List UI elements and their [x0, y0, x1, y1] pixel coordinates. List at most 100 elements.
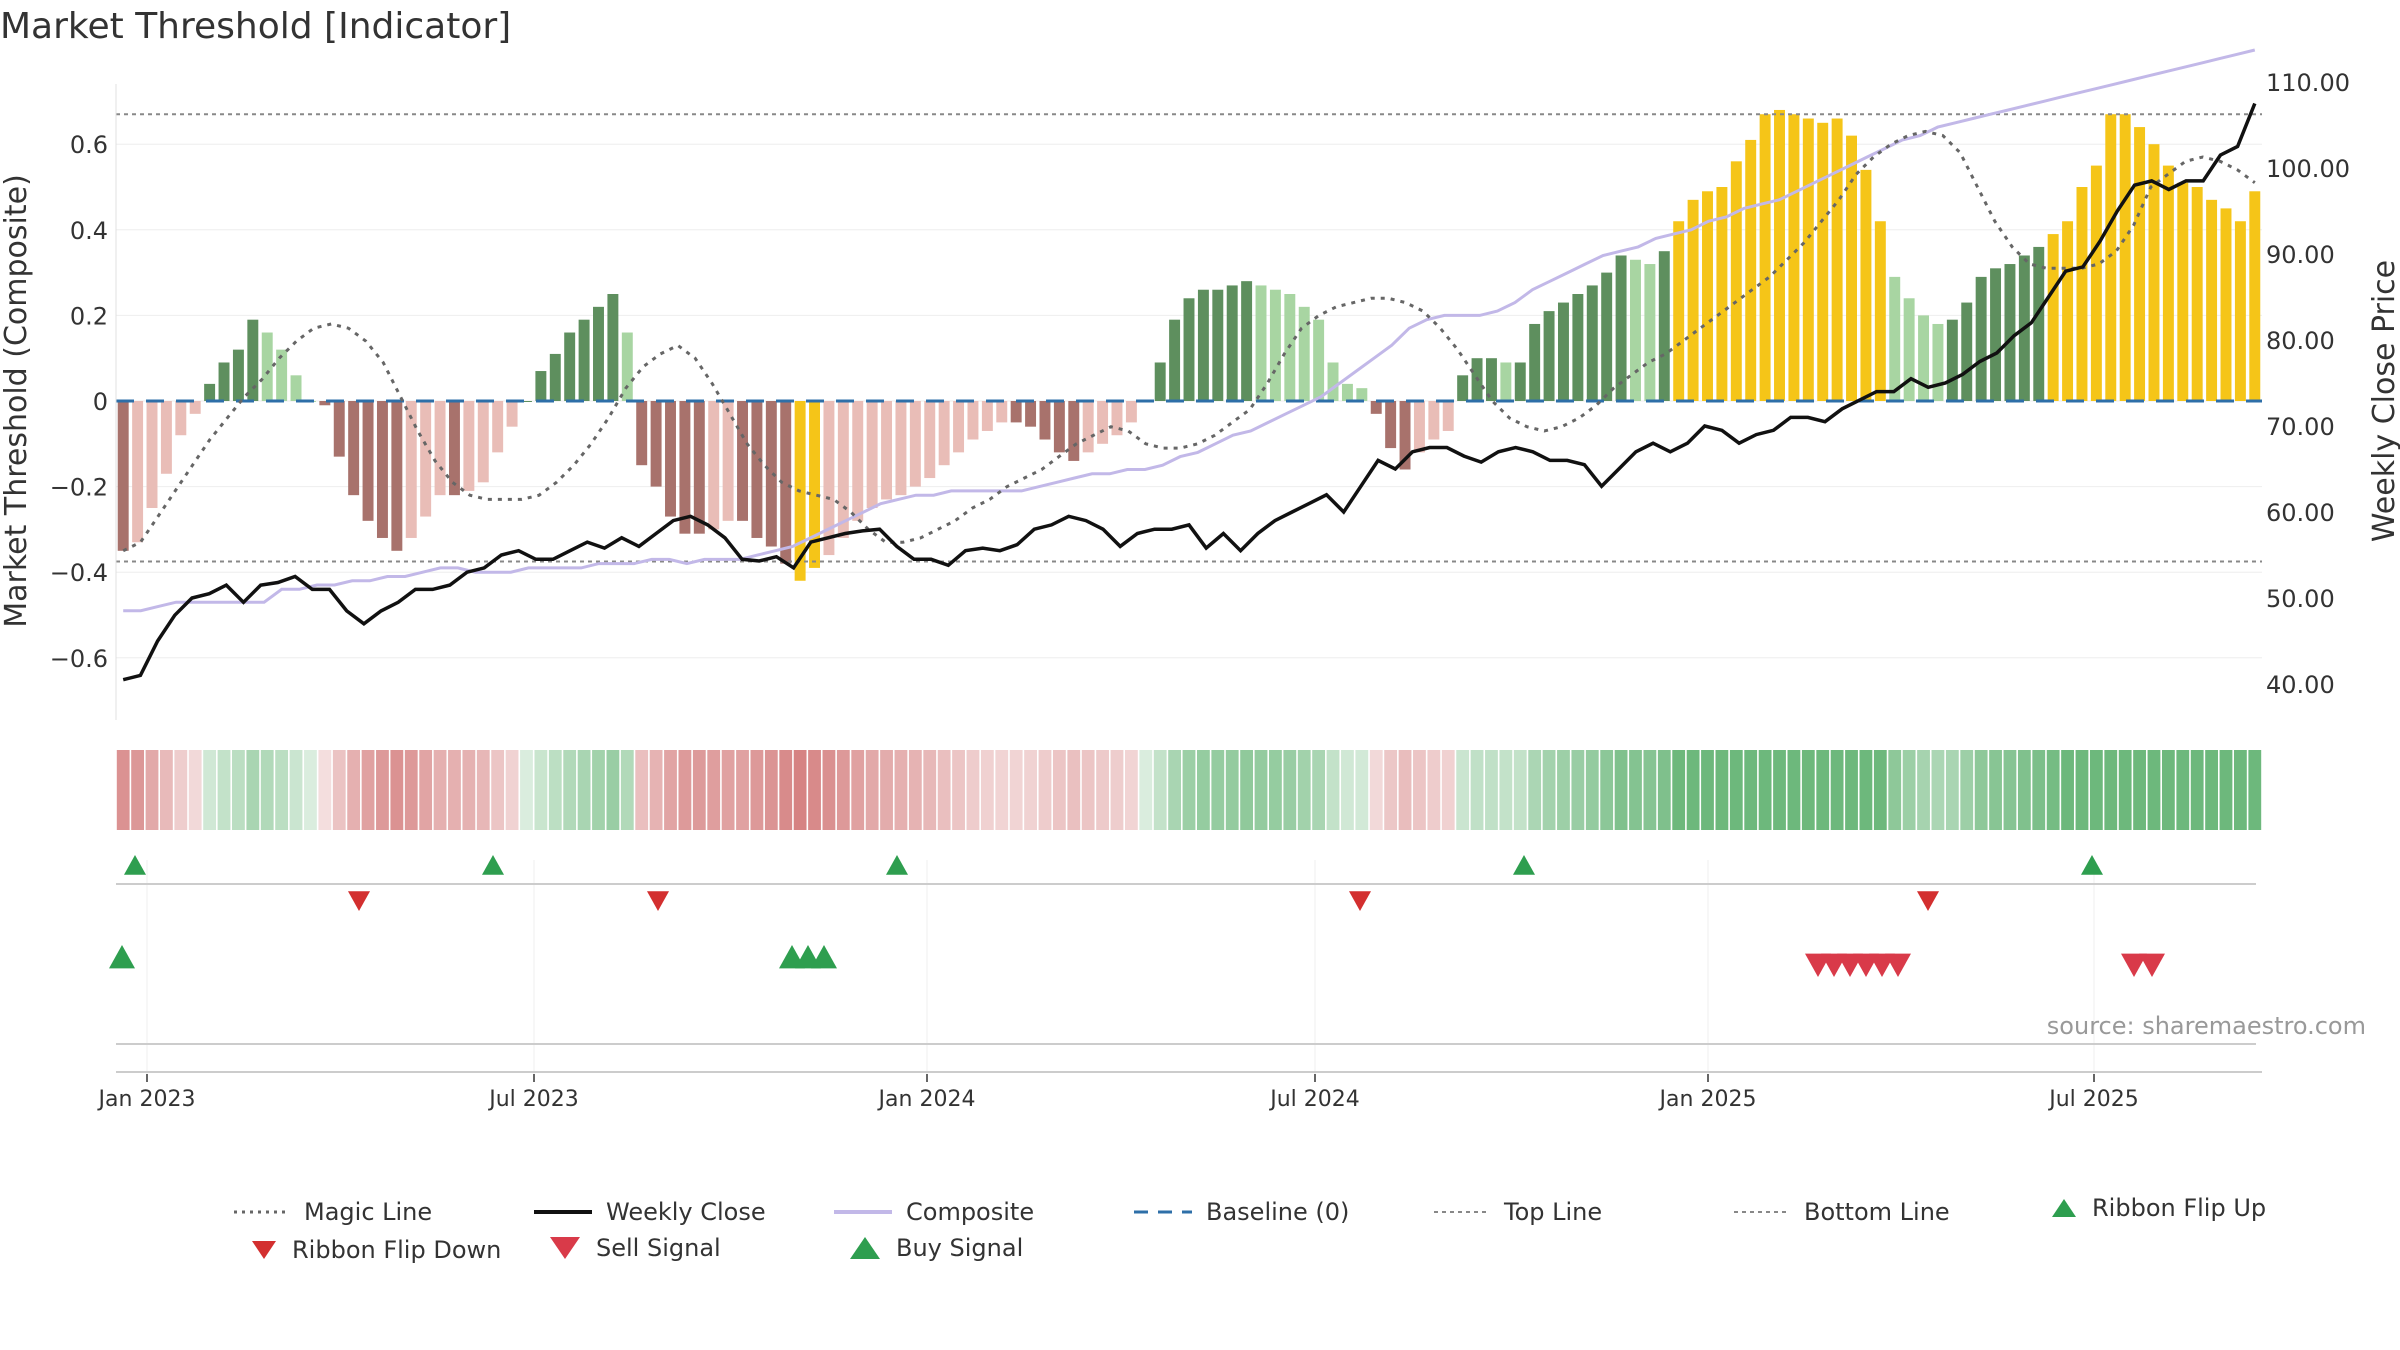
composite-bar	[1932, 323, 1944, 401]
triangle-up-icon	[850, 1237, 880, 1259]
ribbon-cell	[1240, 750, 1254, 830]
composite-bar	[2148, 144, 2160, 401]
weekly-close-line	[122, 102, 2257, 682]
ribbon-cell	[476, 750, 490, 830]
ribbon-cell	[1168, 750, 1181, 830]
composite-bar	[1572, 294, 1584, 401]
dashed-line-icon	[1134, 1210, 1192, 1214]
ribbon-cell	[1945, 750, 1959, 830]
ribbon-cell	[1269, 750, 1282, 830]
composite-bar	[1313, 319, 1325, 401]
ribbon-cell	[1657, 750, 1671, 830]
ribbon-cell	[779, 750, 793, 830]
ribbon-cell	[1701, 750, 1714, 830]
ribbon-cell	[1787, 750, 1801, 830]
composite-bar	[117, 401, 129, 551]
left-tick-label: −0.4	[50, 559, 108, 587]
solid-line-icon	[534, 1210, 592, 1214]
ribbon-cell	[2075, 750, 2089, 830]
ribbon-cell	[2233, 750, 2247, 830]
left-tick-label: 0	[93, 388, 108, 416]
composite-bar	[650, 401, 662, 487]
ribbon-cell	[1715, 750, 1729, 830]
composite-bar	[593, 306, 604, 401]
composite-bar	[333, 401, 345, 457]
ribbon-flip-down-marker	[1917, 891, 1939, 911]
ribbon-cell	[260, 750, 274, 830]
ribbon-cell	[620, 750, 634, 830]
composite-bar	[1658, 251, 1670, 401]
dotted-line-icon	[234, 1210, 290, 1214]
ribbon-cell	[707, 750, 721, 830]
ribbon-cell	[664, 750, 677, 830]
composite-bar	[607, 294, 619, 401]
ribbon-cell	[1974, 750, 1988, 830]
composite-bar	[1774, 109, 1785, 402]
composite-bar	[1341, 383, 1353, 401]
ribbon-cell	[995, 750, 1009, 830]
composite-bar	[2191, 187, 2203, 401]
composite-bar	[578, 319, 590, 401]
ribbon-cell	[217, 750, 231, 830]
ribbon-cell	[952, 750, 965, 830]
ribbon-cell	[2089, 750, 2103, 830]
ribbon-cell	[160, 750, 173, 830]
composite-bar	[708, 401, 720, 530]
composite-bar	[2234, 221, 2246, 401]
ribbon-cell	[1643, 750, 1657, 830]
composite-bar	[160, 401, 172, 474]
ribbon-cell	[577, 750, 591, 830]
right-tick-label: 90.00	[2266, 241, 2335, 269]
ribbon-cell	[1124, 750, 1138, 830]
ribbon-cell	[1758, 750, 1772, 830]
composite-bar	[1644, 264, 1656, 401]
composite-bar	[290, 375, 302, 401]
composite-bar	[2004, 264, 2016, 401]
composite-bar	[2033, 246, 2045, 401]
composite-bar	[909, 401, 921, 487]
ribbon-cell	[966, 750, 980, 830]
composite-bar	[1673, 221, 1685, 401]
composite-bar	[1399, 401, 1411, 470]
ribbon-cell	[462, 750, 476, 830]
left-tick-label: 0.2	[70, 302, 108, 330]
composite-bar	[1241, 281, 1253, 401]
ribbon-cell	[2161, 750, 2175, 830]
composite-bar	[1500, 362, 1512, 401]
composite-bar	[1802, 118, 1814, 402]
composite-bar	[1557, 302, 1569, 401]
composite-line	[123, 48, 2256, 613]
ribbon-cell	[2118, 750, 2132, 830]
composite-bar	[1687, 199, 1699, 401]
composite-bar	[521, 401, 532, 402]
composite-bar	[1413, 401, 1425, 453]
composite-bar	[2105, 114, 2117, 402]
ribbon-cell	[390, 750, 404, 830]
composite-bar	[765, 401, 777, 547]
composite-bar	[1860, 169, 1872, 401]
composite-bar	[895, 401, 907, 496]
ribbon-cell	[1931, 750, 1945, 830]
ribbon-cell	[1686, 750, 1700, 830]
x-tick-label: Jan 2023	[97, 1087, 196, 1112]
composite-bar	[276, 349, 288, 401]
ribbon-cell	[2104, 750, 2118, 830]
composite-bar	[1716, 187, 1728, 401]
composite-bar	[881, 401, 893, 500]
composite-bar	[1183, 298, 1195, 401]
composite-bar	[953, 401, 965, 453]
composite-bar	[2249, 191, 2261, 401]
ribbon-cell	[419, 750, 433, 830]
legend-label: Top Line	[1504, 1198, 1603, 1226]
composite-bar	[420, 401, 432, 517]
composite-bar	[1975, 276, 1987, 401]
legend-item-weekly-close: Weekly Close	[534, 1198, 766, 1226]
ribbon-cell	[2032, 750, 2046, 830]
composite-bar	[621, 332, 633, 401]
composite-bar	[924, 401, 936, 479]
ribbon-cell	[246, 750, 260, 830]
ribbon-cell	[174, 750, 188, 830]
ribbon-cell	[1283, 750, 1297, 830]
ribbon-cell	[1081, 750, 1095, 830]
